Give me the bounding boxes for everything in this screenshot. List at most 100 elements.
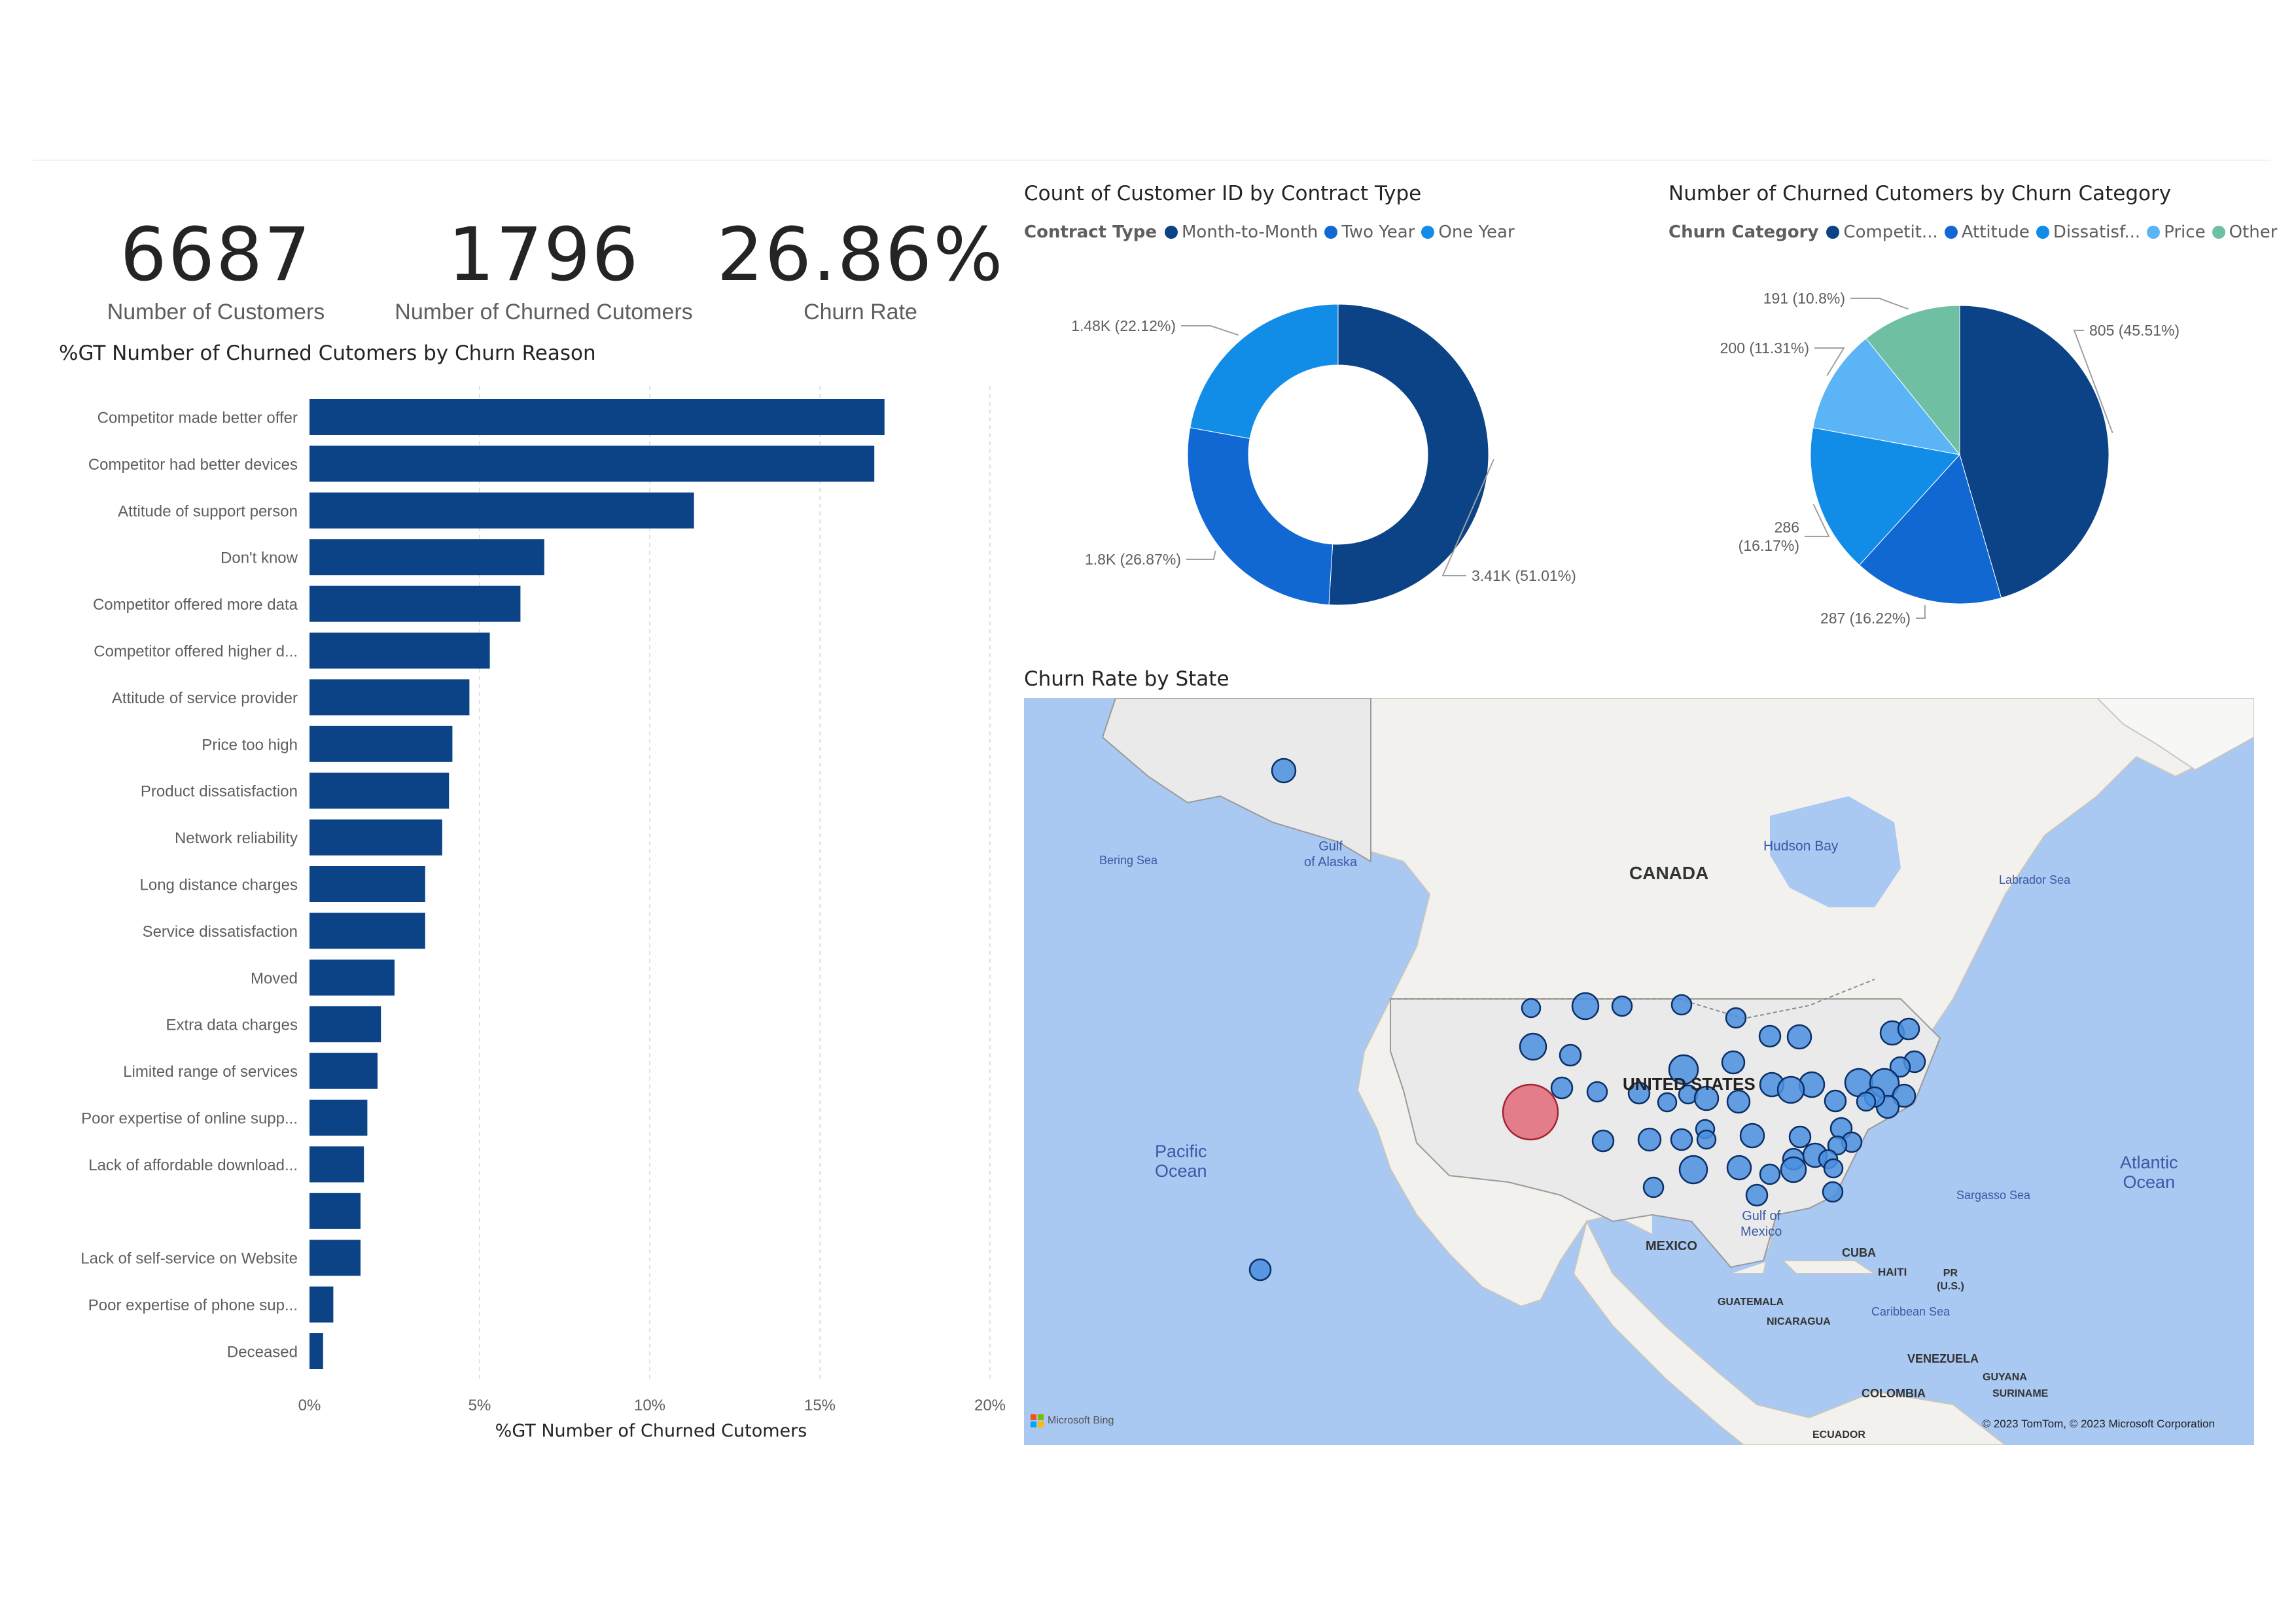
pie-slice[interactable] [1959, 305, 2110, 599]
state-bubble[interactable] [1693, 1085, 1720, 1111]
state-bubble[interactable] [1248, 1258, 1272, 1282]
pie-slice[interactable] [1190, 304, 1339, 439]
state-bubble[interactable] [1591, 1129, 1615, 1153]
legend-dot-icon [1944, 226, 1958, 239]
bar[interactable] [309, 492, 694, 529]
legend-item[interactable]: Attitude [1944, 222, 2030, 242]
bar[interactable] [309, 1333, 323, 1369]
state-bubble[interactable] [1726, 1089, 1751, 1114]
pie-slice[interactable] [1859, 454, 2002, 604]
pie-slice[interactable] [1810, 427, 1960, 566]
state-bubble[interactable] [1776, 1075, 1805, 1104]
state-bubble[interactable] [1889, 1056, 1911, 1078]
state-bubble[interactable] [1823, 1158, 1844, 1179]
state-bubble[interactable] [1642, 1176, 1665, 1198]
pie-chart[interactable]: 805 (45.51%) 287 (16.22%) 286(16.17%) 200 (… [1669, 262, 2257, 654]
bar[interactable] [309, 399, 885, 435]
state-bubble[interactable] [1550, 1076, 1574, 1100]
donut-legend[interactable]: Contract Type Month-to-Month Two Year One … [1024, 222, 1521, 242]
pie-slice[interactable] [1812, 338, 1961, 455]
state-bubble[interactable] [1745, 1183, 1769, 1207]
state-bubble[interactable] [1670, 1128, 1693, 1151]
leader-line [1814, 347, 1845, 376]
state-bubble[interactable] [1668, 1054, 1699, 1085]
legend-item[interactable]: Two Year [1324, 222, 1415, 242]
map-label-guatemala: GUATEMALA [1718, 1297, 1784, 1308]
state-bubble[interactable] [1670, 994, 1693, 1016]
bar[interactable] [309, 1240, 361, 1276]
state-bubble[interactable] [1897, 1017, 1920, 1041]
pie-slice[interactable] [1328, 304, 1489, 606]
bar[interactable] [309, 1100, 368, 1136]
state-bubble[interactable] [1892, 1083, 1916, 1108]
legend-label: Price [2164, 222, 2206, 242]
legend-item[interactable]: One Year [1421, 222, 1515, 242]
state-bubble[interactable] [1824, 1089, 1847, 1113]
map-label-suriname: SURINAME [1992, 1388, 2049, 1399]
state-bubble[interactable] [1827, 1135, 1848, 1156]
legend-dot-icon [1165, 226, 1178, 239]
bar[interactable] [309, 1146, 364, 1183]
bar[interactable] [309, 539, 544, 576]
state-bubble[interactable] [1721, 1050, 1746, 1075]
kpi-value: 1796 [448, 213, 640, 298]
bar-chart[interactable]: 0% 5% 10% 15% 20% Competitor made better offe… [0, 366, 1021, 1465]
bar[interactable] [309, 773, 450, 809]
legend-label: Other [2229, 222, 2278, 242]
map-bubbles[interactable] [1024, 698, 2254, 1445]
data-label: 287 (16.22%) [1820, 610, 1911, 627]
legend-item[interactable]: Price [2147, 222, 2206, 242]
pie-legend[interactable]: Churn Category Competit... Attitude Dissat… [1669, 222, 2284, 242]
state-bubble[interactable] [1725, 1007, 1747, 1029]
state-bubble[interactable] [1856, 1091, 1877, 1112]
state-bubble[interactable] [1611, 995, 1633, 1017]
state-bubble[interactable] [1759, 1163, 1781, 1185]
legend-item[interactable]: Other [2212, 222, 2278, 242]
bar[interactable] [309, 1053, 378, 1089]
bar[interactable] [309, 959, 395, 996]
bar[interactable] [309, 445, 875, 482]
state-bubble[interactable] [1521, 998, 1542, 1019]
state-bubble[interactable] [1586, 1081, 1608, 1103]
state-bubble[interactable] [1739, 1123, 1765, 1149]
bar[interactable] [309, 633, 490, 669]
bar[interactable] [309, 1193, 361, 1229]
bar[interactable] [309, 819, 442, 856]
x-tick-label: 15% [804, 1397, 836, 1414]
bar[interactable] [309, 679, 470, 716]
state-bubble[interactable] [1788, 1125, 1812, 1149]
bar-chart-title: %GT Number of Churned Cutomers by Churn … [59, 341, 596, 365]
bar[interactable] [309, 585, 521, 622]
state-bubble[interactable] [1758, 1024, 1782, 1048]
bar[interactable] [309, 1006, 381, 1043]
state-bubble[interactable] [1726, 1155, 1752, 1181]
bar[interactable] [309, 1286, 334, 1323]
state-bubble[interactable] [1571, 992, 1600, 1021]
donut-chart[interactable]: 3.41K (51.01%) 1.8K (26.87%) 1.48K (22.12%… [1024, 262, 1613, 641]
legend-item[interactable]: Month-to-Month [1165, 222, 1318, 242]
legend-item[interactable]: Dissatisf... [2036, 222, 2140, 242]
data-label: 3.41K (51.01%) [1472, 567, 1576, 584]
bar[interactable] [309, 725, 453, 762]
state-bubble[interactable] [1637, 1127, 1662, 1152]
bar[interactable] [309, 866, 425, 902]
map-visual[interactable]: CANADA UNITED STATES MEXICO Pacific Ocea… [1024, 698, 2254, 1445]
map-label-cuba: CUBA [1842, 1246, 1876, 1259]
state-bubble[interactable] [1822, 1181, 1844, 1203]
pie-slice[interactable] [1187, 427, 1333, 606]
bar[interactable] [309, 913, 425, 949]
state-bubble-highlight[interactable] [1502, 1083, 1559, 1141]
state-bubble[interactable] [1657, 1092, 1678, 1113]
legend-item[interactable]: Competit... [1826, 222, 1938, 242]
state-bubble[interactable] [1696, 1129, 1717, 1150]
pie-slice[interactable] [1865, 305, 1960, 456]
united-states-shape [1390, 998, 1941, 1268]
state-bubble[interactable] [1678, 1155, 1708, 1185]
state-bubble[interactable] [1559, 1043, 1582, 1067]
state-bubble[interactable] [1519, 1032, 1547, 1061]
leader-line [1850, 298, 1909, 310]
state-bubble[interactable] [1780, 1156, 1807, 1183]
state-bubble[interactable] [1786, 1024, 1812, 1050]
state-bubble[interactable] [1271, 758, 1297, 784]
state-bubble[interactable] [1627, 1081, 1651, 1105]
